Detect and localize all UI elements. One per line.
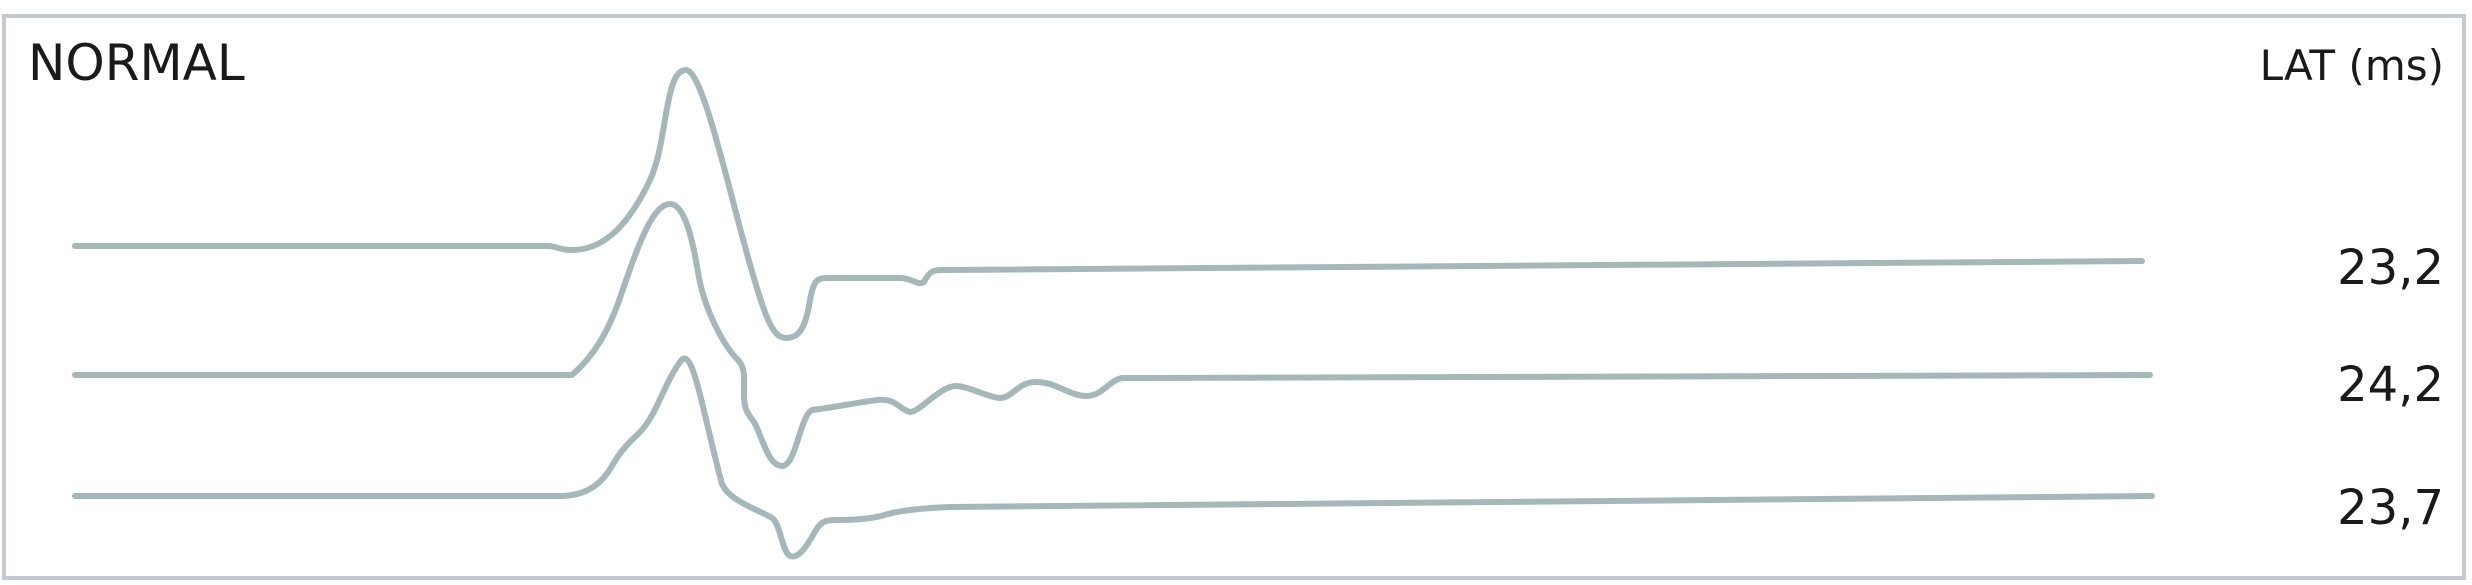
lat-header: LAT (ms) [2259, 41, 2444, 90]
lat-value-3: 23,7 [2337, 480, 2444, 536]
trace-1 [72, 67, 2145, 341]
chart-title: NORMAL [28, 34, 245, 92]
lat-value-2: 24,2 [2337, 357, 2444, 413]
trace-2 [72, 201, 2153, 469]
trace-3 [72, 355, 2155, 560]
lat-value-1: 23,2 [2337, 240, 2444, 296]
chart-frame [2, 14, 2466, 580]
